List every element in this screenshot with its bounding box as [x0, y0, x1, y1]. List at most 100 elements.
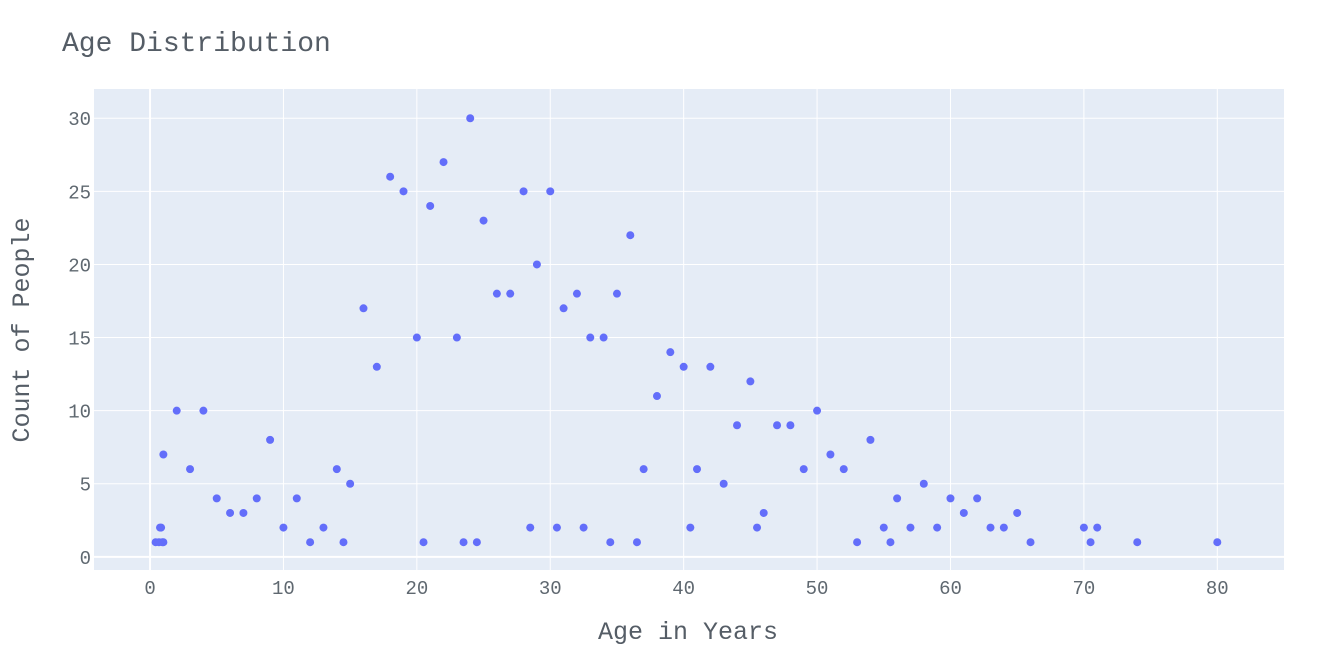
y-tick-label: 5 — [80, 475, 91, 497]
data-point[interactable] — [666, 348, 675, 357]
data-points — [151, 114, 1222, 547]
data-point[interactable] — [532, 260, 541, 269]
data-point[interactable] — [652, 392, 661, 401]
data-point[interactable] — [426, 201, 435, 210]
data-point[interactable] — [886, 538, 895, 547]
data-point[interactable] — [459, 538, 468, 547]
data-point[interactable] — [813, 406, 822, 415]
x-tick-label: 10 — [272, 578, 295, 600]
data-point[interactable] — [999, 523, 1008, 532]
data-point[interactable] — [292, 494, 301, 503]
data-point[interactable] — [746, 377, 755, 386]
data-point[interactable] — [1133, 538, 1142, 547]
data-point[interactable] — [1026, 538, 1035, 547]
x-tick-label: 30 — [539, 578, 562, 600]
data-point[interactable] — [626, 231, 635, 240]
data-point[interactable] — [386, 172, 395, 181]
data-point[interactable] — [552, 523, 561, 532]
data-point[interactable] — [632, 538, 641, 547]
x-tick-label: 0 — [144, 578, 155, 600]
data-point[interactable] — [799, 465, 808, 474]
plot-area — [94, 89, 1284, 570]
data-point[interactable] — [879, 523, 888, 532]
data-point[interactable] — [506, 289, 515, 298]
data-point[interactable] — [1093, 523, 1102, 532]
data-point[interactable] — [599, 333, 608, 342]
data-point[interactable] — [572, 289, 581, 298]
data-point[interactable] — [946, 494, 955, 503]
data-point[interactable] — [606, 538, 615, 547]
data-point[interactable] — [419, 538, 428, 547]
data-point[interactable] — [186, 465, 195, 474]
data-point[interactable] — [339, 538, 348, 547]
data-point[interactable] — [332, 465, 341, 474]
tick-labels: 0 10 20 30 40 50 60 70 80 0 5 10 15 20 25 30 — [68, 109, 1229, 600]
data-point[interactable] — [839, 465, 848, 474]
data-point[interactable] — [1086, 538, 1095, 547]
data-point[interactable] — [412, 333, 421, 342]
data-point[interactable] — [159, 538, 168, 547]
data-point[interactable] — [753, 523, 762, 532]
data-point[interactable] — [586, 333, 595, 342]
data-point[interactable] — [546, 187, 555, 196]
data-point[interactable] — [639, 465, 648, 474]
data-point[interactable] — [252, 494, 261, 503]
data-point[interactable] — [319, 523, 328, 532]
data-point[interactable] — [172, 406, 181, 415]
data-point[interactable] — [472, 538, 481, 547]
data-point[interactable] — [306, 538, 315, 547]
data-point[interactable] — [786, 421, 795, 430]
data-point[interactable] — [733, 421, 742, 430]
data-point[interactable] — [559, 304, 568, 313]
data-point[interactable] — [826, 450, 835, 459]
data-point[interactable] — [773, 421, 782, 430]
data-point[interactable] — [346, 479, 355, 488]
data-point[interactable] — [579, 523, 588, 532]
data-point[interactable] — [199, 406, 208, 415]
data-point[interactable] — [866, 435, 875, 444]
data-point[interactable] — [759, 508, 768, 517]
data-point[interactable] — [1213, 538, 1222, 547]
data-point[interactable] — [372, 362, 381, 371]
data-point[interactable] — [906, 523, 915, 532]
data-point[interactable] — [519, 187, 528, 196]
data-point[interactable] — [919, 479, 928, 488]
data-point[interactable] — [706, 362, 715, 371]
data-point[interactable] — [1079, 523, 1088, 532]
data-point[interactable] — [266, 435, 275, 444]
data-point[interactable] — [226, 508, 235, 517]
data-point[interactable] — [492, 289, 501, 298]
data-point[interactable] — [1013, 508, 1022, 517]
data-point[interactable] — [359, 304, 368, 313]
data-point[interactable] — [466, 114, 475, 123]
data-point[interactable] — [679, 362, 688, 371]
data-point[interactable] — [933, 523, 942, 532]
data-point[interactable] — [686, 523, 695, 532]
y-tick-label: 30 — [68, 109, 91, 131]
data-point[interactable] — [853, 538, 862, 547]
data-point[interactable] — [452, 333, 461, 342]
x-tick-label: 40 — [672, 578, 695, 600]
data-point[interactable] — [439, 158, 448, 167]
y-axis-title: Count of People — [8, 217, 37, 442]
data-point[interactable] — [526, 523, 535, 532]
y-tick-label: 10 — [68, 402, 91, 424]
data-point[interactable] — [893, 494, 902, 503]
data-point[interactable] — [279, 523, 288, 532]
data-point[interactable] — [399, 187, 408, 196]
data-point[interactable] — [157, 523, 166, 532]
chart-title: Age Distribution — [62, 29, 331, 60]
data-point[interactable] — [612, 289, 621, 298]
data-point[interactable] — [479, 216, 488, 225]
y-tick-label: 25 — [68, 182, 91, 204]
data-point[interactable] — [239, 508, 248, 517]
data-point[interactable] — [959, 508, 968, 517]
data-point[interactable] — [973, 494, 982, 503]
data-point[interactable] — [693, 465, 702, 474]
data-point[interactable] — [212, 494, 221, 503]
y-tick-label: 15 — [68, 329, 91, 351]
data-point[interactable] — [719, 479, 728, 488]
data-point[interactable] — [986, 523, 995, 532]
data-point[interactable] — [159, 450, 168, 459]
